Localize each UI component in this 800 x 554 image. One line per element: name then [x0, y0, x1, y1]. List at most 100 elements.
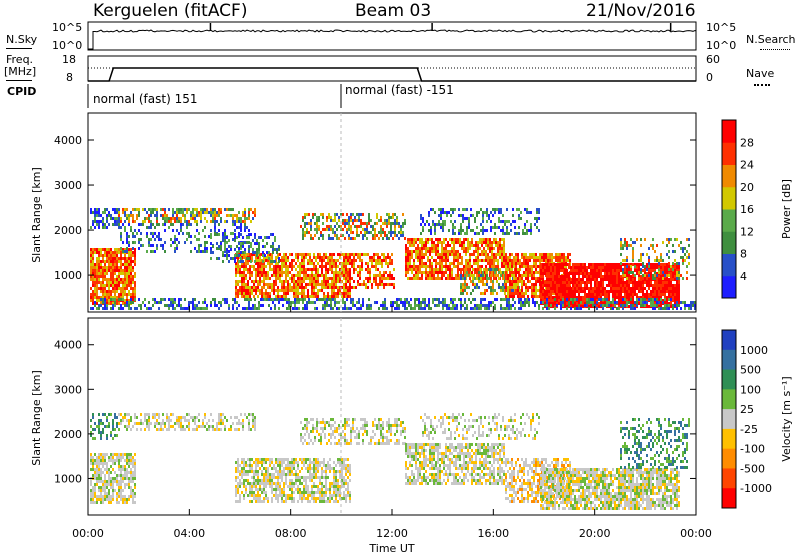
heatmap-cell — [407, 247, 409, 250]
heatmap-cell — [574, 293, 576, 296]
heatmap-cell — [509, 262, 511, 265]
heatmap-cell — [240, 233, 242, 236]
heatmap-cell — [578, 281, 580, 284]
heatmap-cell — [310, 225, 312, 228]
heatmap-cell — [513, 262, 515, 265]
heatmap-cell — [620, 247, 622, 250]
heatmap-cell — [525, 268, 527, 271]
heatmap-cell — [120, 257, 122, 260]
heatmap-cell — [414, 304, 416, 307]
heatmap-cell — [654, 302, 656, 305]
heatmap-cell — [243, 262, 245, 265]
heatmap-cell — [108, 214, 110, 217]
heatmap-cell — [320, 213, 322, 216]
heatmap-cell — [658, 293, 660, 296]
heatmap-cell — [375, 253, 377, 256]
heatmap-cell — [578, 272, 580, 275]
heatmap-cell — [301, 295, 303, 298]
heatmap-cell — [473, 253, 475, 256]
heatmap-cell — [630, 238, 632, 241]
heatmap-cell — [351, 265, 353, 268]
heatmap-cell — [644, 293, 646, 296]
heatmap-cell — [110, 269, 112, 272]
heatmap-cell — [182, 208, 184, 211]
heatmap-cell — [287, 280, 289, 283]
heatmap-cell — [572, 272, 574, 275]
heatmap-cell — [122, 250, 124, 253]
heatmap-cell — [328, 298, 330, 301]
heatmap-cell — [544, 302, 546, 305]
heatmap-cell — [330, 228, 332, 231]
heatmap-cell — [464, 217, 466, 220]
heatmap-cell — [268, 304, 270, 307]
heatmap-cell — [552, 284, 554, 287]
heatmap-cell — [551, 253, 553, 256]
heatmap-cell — [254, 260, 256, 263]
heatmap-cell — [271, 283, 273, 286]
heatmap-cell — [448, 211, 450, 214]
heatmap-cell — [200, 214, 202, 217]
heatmap-cell — [670, 278, 672, 281]
heatmap-cell — [662, 263, 664, 266]
heatmap-cell — [420, 232, 422, 235]
heatmap-cell — [660, 275, 662, 278]
heatmap-cell — [263, 280, 265, 283]
heatmap-cell — [460, 307, 462, 310]
heatmap-cell — [353, 262, 355, 265]
heatmap-cell — [242, 251, 244, 254]
heatmap-cell — [305, 268, 307, 271]
heatmap-cell — [574, 278, 576, 281]
heatmap-cell — [253, 283, 255, 286]
heatmap-cell — [348, 216, 350, 219]
heatmap-cell — [423, 256, 425, 259]
heatmap-cell — [632, 253, 634, 256]
heatmap-cell — [331, 265, 333, 268]
heatmap-cell — [664, 302, 666, 305]
heatmap-cell — [204, 307, 206, 310]
heatmap-cell — [106, 296, 108, 299]
heatmap-cell — [305, 295, 307, 298]
heatmap-cell — [438, 208, 440, 211]
heatmap-cell — [342, 307, 344, 310]
heatmap-cell — [345, 253, 347, 256]
freq-tick-top: 18 — [62, 53, 76, 66]
heatmap-cell — [162, 214, 164, 217]
heatmap-cell — [382, 222, 384, 225]
heatmap-cell — [537, 277, 539, 280]
heatmap-cell — [429, 265, 431, 268]
heatmap-cell — [558, 290, 560, 293]
heatmap-cell — [464, 232, 466, 235]
heatmap-cell — [536, 301, 538, 304]
heatmap-cell — [548, 263, 550, 266]
heatmap-cell — [568, 299, 570, 302]
heatmap-cell — [502, 271, 504, 274]
heatmap-cell — [602, 284, 604, 287]
heatmap-cell — [332, 307, 334, 310]
heatmap-cell — [235, 283, 237, 286]
heatmap-cell — [558, 269, 560, 272]
heatmap-cell — [514, 232, 516, 235]
heatmap-cell — [108, 211, 110, 214]
heatmap-cell — [315, 277, 317, 280]
heatmap-cell — [668, 287, 670, 290]
heatmap-cell — [132, 260, 134, 263]
heatmap-cell — [240, 223, 242, 226]
cpid-label-first: normal (fast) 151 — [93, 92, 197, 106]
heatmap-cell — [303, 292, 305, 295]
heatmap-cell — [196, 238, 198, 241]
heatmap-cell — [664, 263, 666, 266]
heatmap-cell — [389, 283, 391, 286]
heatmap-cell — [360, 307, 362, 310]
heatmap-cell — [269, 283, 271, 286]
heatmap-cell — [226, 301, 228, 304]
heatmap-cell — [275, 256, 277, 259]
heatmap-cell — [586, 281, 588, 284]
heatmap-cell — [311, 286, 313, 289]
heatmap-cell — [94, 272, 96, 275]
heatmap-cell — [96, 287, 98, 290]
heatmap-cell — [504, 292, 506, 295]
heatmap-cell — [367, 280, 369, 283]
heatmap-cell — [122, 302, 124, 305]
heatmap-cell — [662, 284, 664, 287]
heatmap-cell — [202, 229, 204, 232]
